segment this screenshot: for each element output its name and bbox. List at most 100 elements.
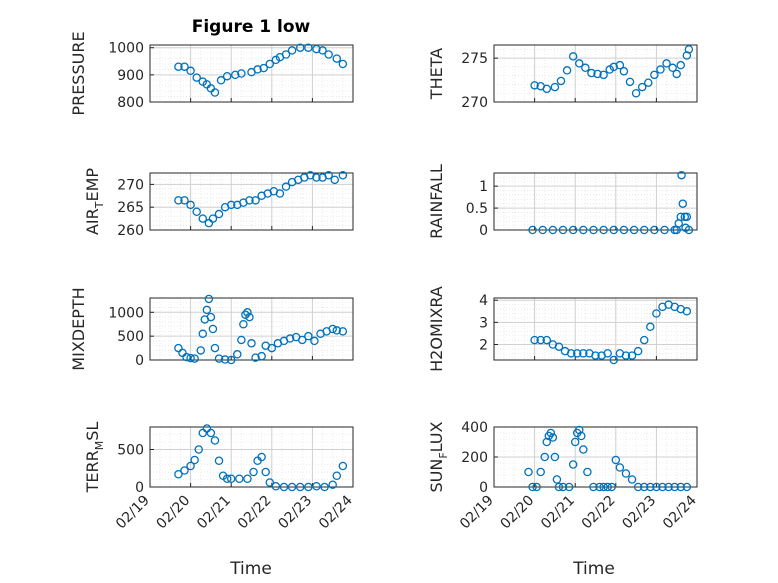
data-point [239, 319, 248, 329]
data-point [637, 82, 647, 92]
data-point [684, 45, 694, 54]
y-tick-label: 265 [117, 200, 144, 216]
data-point [190, 455, 199, 465]
data-point [562, 66, 572, 75]
y-tick-label: 0 [135, 353, 144, 369]
data-point [670, 482, 679, 492]
data-point [338, 461, 348, 471]
data-point [257, 351, 266, 361]
data-point [198, 214, 208, 223]
data-point [226, 474, 236, 483]
data-point [668, 63, 677, 73]
data-point [249, 467, 258, 477]
data-point [247, 339, 256, 348]
y-tick-label: 260 [117, 223, 144, 239]
data-point [265, 59, 275, 69]
data-point [210, 88, 220, 97]
axes-box [493, 297, 698, 361]
data-point [609, 355, 619, 365]
data-point [627, 475, 637, 484]
data-point [566, 349, 576, 358]
data-point [542, 84, 552, 94]
y-tick-label: 0 [135, 480, 144, 496]
data-point [281, 182, 291, 191]
x-tick-label: 02/24 [316, 492, 356, 532]
y-axis-label: THETA [427, 48, 446, 100]
data-point [546, 428, 556, 438]
data-point [202, 305, 212, 315]
y-tick-label: 1000 [108, 305, 144, 321]
data-point [180, 62, 189, 71]
data-point [310, 336, 319, 346]
y-tick-label: 2 [479, 338, 488, 354]
data-point [332, 326, 342, 335]
data-point [676, 482, 686, 492]
data-point [554, 482, 564, 492]
y-axis-label-rest: LUX [427, 421, 446, 452]
data-point [627, 351, 637, 360]
data-point [206, 428, 216, 438]
data-point [214, 354, 224, 363]
data-point [245, 196, 254, 205]
data-point [237, 69, 246, 78]
data-point [287, 482, 297, 492]
data-point [611, 455, 621, 465]
data-point [587, 68, 596, 78]
data-point [621, 469, 631, 478]
data-point [222, 474, 232, 483]
data-point [564, 482, 574, 492]
data-point [631, 88, 641, 98]
axes-box [149, 44, 354, 103]
y-axis-label-main: AIR [83, 208, 102, 235]
data-point [530, 335, 539, 345]
x-tick-label: 02/21 [194, 493, 234, 533]
y-axis-label: RAINFALL [427, 164, 446, 239]
data-point [548, 225, 558, 235]
x-tick-label: 02/24 [660, 492, 700, 532]
data-point [607, 482, 616, 492]
figure-title: Figure 1 low [192, 17, 311, 37]
data-point [615, 60, 625, 70]
data-point [678, 199, 688, 208]
data-point [196, 346, 205, 355]
data-point [662, 59, 671, 68]
data-point [210, 343, 220, 353]
x-tick-label: 02/23 [275, 493, 315, 533]
x-tick-label: 02/23 [619, 493, 659, 533]
y-tick-label: 900 [117, 68, 144, 84]
data-point [599, 70, 608, 80]
data-point [338, 171, 348, 180]
y-axis-label: AIRTEMP [83, 168, 106, 235]
data-point [646, 482, 655, 492]
data-point [644, 78, 653, 87]
chart-panel-3: 0 0.5 1 RAINFALL [427, 164, 698, 239]
data-point [182, 352, 191, 362]
data-point [257, 452, 266, 462]
data-point [646, 322, 655, 332]
data-point [186, 200, 195, 210]
x-tick-label: 02/22 [579, 493, 619, 533]
data-point [304, 331, 313, 341]
data-point [619, 67, 629, 76]
y-axis-label: SUNFLUX [427, 421, 450, 492]
data-point [190, 354, 199, 363]
y-tick-label: 500 [117, 329, 144, 345]
data-point [639, 225, 649, 235]
data-point [312, 173, 321, 182]
chart-panel-1: 270 275 THETA [427, 44, 698, 111]
data-point [318, 46, 327, 55]
data-point [261, 467, 270, 477]
data-point [312, 481, 321, 491]
data-point [237, 335, 246, 345]
data-point [265, 478, 275, 487]
data-point [528, 225, 537, 235]
data-point [568, 225, 578, 235]
data-point [652, 482, 661, 492]
data-point [577, 431, 586, 441]
y-tick-label: 270 [117, 177, 144, 193]
data-point [676, 60, 686, 70]
data-point [312, 44, 321, 54]
data-point [332, 54, 342, 63]
y-axis-label: PRESSURE [69, 31, 88, 115]
data-point [251, 196, 260, 205]
